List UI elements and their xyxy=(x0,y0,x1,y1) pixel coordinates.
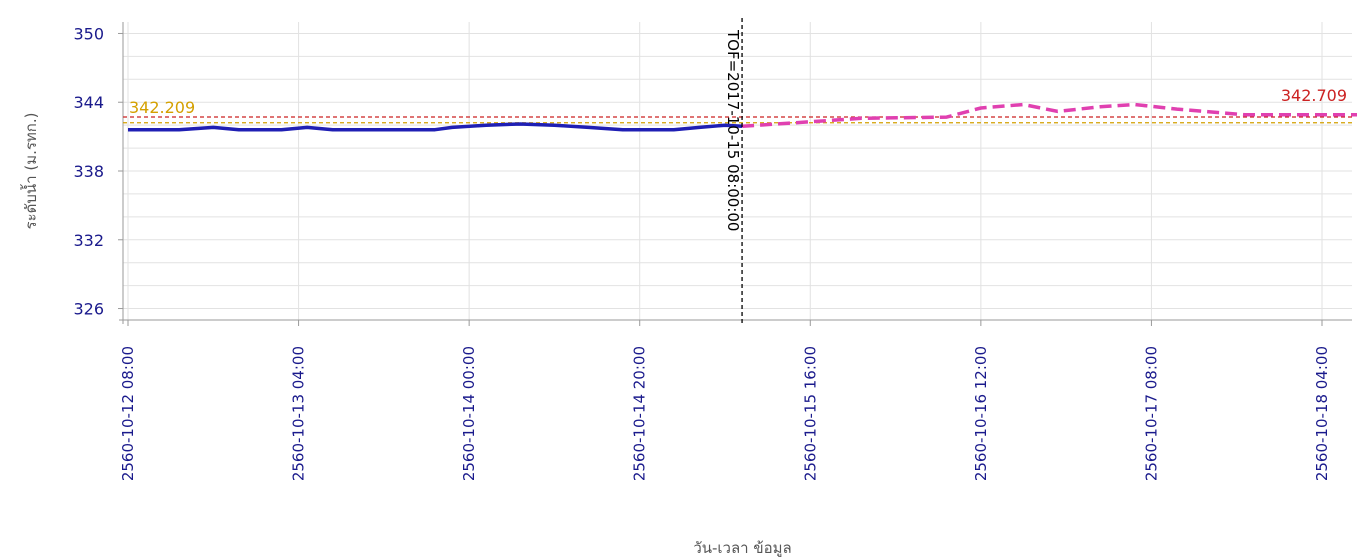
x-axis-title: วัน-เวลา ข้อมูล xyxy=(693,539,791,557)
axes xyxy=(118,22,1352,326)
y-tick-label: 326 xyxy=(73,300,104,319)
x-tick-label: 2560-10-13 04:00 xyxy=(290,346,308,481)
series-line xyxy=(741,102,1357,129)
x-tick-label: 2560-10-18 04:00 xyxy=(1313,346,1331,481)
x-tick-label: 2560-10-12 08:00 xyxy=(119,346,137,481)
series-lines xyxy=(128,102,1357,132)
x-tick-labels: 2560-10-12 08:00 2560-10-13 04:00 2560-10-… xyxy=(119,346,1331,481)
reference-label: 342.209 xyxy=(129,98,195,117)
y-tick-label: 338 xyxy=(73,162,104,181)
y-tick-label: 350 xyxy=(73,24,104,43)
x-tick-label: 2560-10-14 20:00 xyxy=(631,346,649,481)
tof-marker: TOF=2017-10-15 08:00:00 xyxy=(724,18,743,326)
x-tick-label: 2560-10-17 08:00 xyxy=(1142,346,1160,481)
series-line xyxy=(128,122,743,132)
grid-lines xyxy=(123,22,1352,320)
x-tick-label: 2560-10-15 16:00 xyxy=(801,346,819,481)
y-axis-title: ระดับน้ำ (ม.รทก.) xyxy=(20,113,40,230)
y-tick-label: 332 xyxy=(73,231,104,250)
x-tick-label: 2560-10-14 00:00 xyxy=(460,346,478,481)
y-tick-label: 344 xyxy=(73,93,104,112)
tof-label: TOF=2017-10-15 08:00:00 xyxy=(724,29,742,231)
reference-lines: 342.209 342.709 xyxy=(123,86,1352,124)
y-tick-labels: 326 332 338 344 350 xyxy=(73,24,104,318)
x-tick-label: 2560-10-16 12:00 xyxy=(972,346,990,481)
reference-label: 342.709 xyxy=(1281,86,1347,105)
